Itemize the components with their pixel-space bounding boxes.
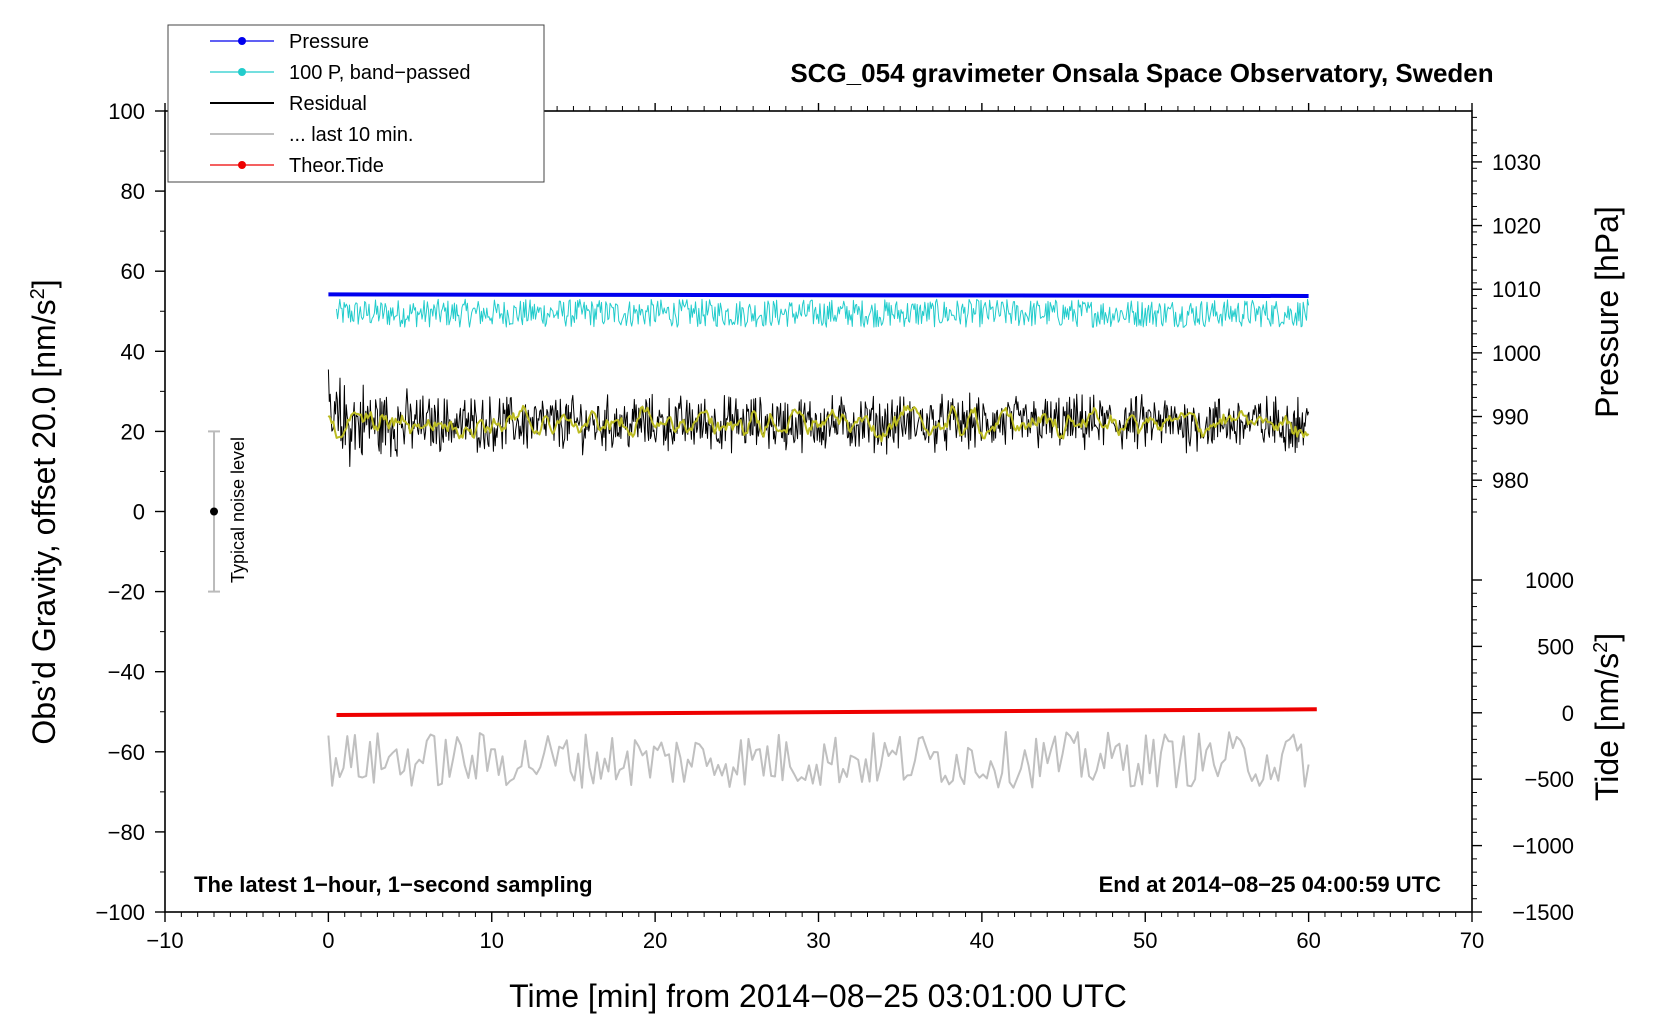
typical-noise-bar (208, 430, 221, 593)
x-tick-label: 10 (480, 928, 504, 953)
x-tick-label: 30 (806, 928, 830, 953)
x-tick-label: 50 (1133, 928, 1157, 953)
x-tick-label: 60 (1296, 928, 1320, 953)
legend-marker (238, 161, 246, 169)
y-axis-title-tide-sup: 2 (1590, 642, 1612, 653)
sampling-annotation: The latest 1−hour, 1−second sampling (194, 872, 593, 897)
y-axis-title-pressure: Pressure [hPa] (1589, 206, 1625, 418)
y-axis-title-left-sup: 2 (27, 288, 49, 299)
legend: Pressure 100 P, band−passed Residual ... la… (167, 24, 545, 183)
tide-tick-label: −1500 (1512, 900, 1574, 925)
y-axis-title-tide-main: Tide [nm/s (1589, 653, 1625, 801)
noise-bar-center (210, 507, 219, 516)
x-tick-label: 70 (1460, 928, 1484, 953)
x-tick-label: −10 (146, 928, 183, 953)
y-axis-title-left-main: Obs’d Gravity, offset 20.0 [nm/s (26, 299, 62, 744)
pressure-tick-label: 990 (1492, 405, 1529, 430)
y-tick-label: −100 (95, 900, 145, 925)
y-tick-label: 20 (121, 419, 145, 444)
tide-tick-label: 500 (1537, 634, 1574, 659)
pressure-tick-label: 1020 (1492, 214, 1541, 239)
x-axis-title: Time [min] from 2014−08−25 03:01:00 UTC (509, 978, 1127, 1014)
x-tick-label: 40 (970, 928, 994, 953)
plot-frame (164, 110, 1473, 913)
y-tick-label: 80 (121, 179, 145, 204)
legend-label: Theor.Tide (289, 155, 384, 177)
x-tick-label: 20 (643, 928, 667, 953)
axis-ticks: −10 0 10 20 30 40 50 60 70−100−80−60−40−20020406… (95, 99, 1574, 953)
tide-tick-label: 1000 (1525, 568, 1574, 593)
series-layer (327, 292, 1317, 789)
y-tick-label: −40 (108, 660, 145, 685)
y-axis-title-left-end: ] (26, 279, 62, 288)
tide-tick-label: −1000 (1512, 834, 1574, 859)
legend-label: Pressure (289, 31, 369, 53)
series-residual-smooth (327, 404, 1310, 443)
legend-label: ... last 10 min. (289, 124, 414, 146)
y-tick-label: 0 (133, 500, 145, 525)
series-residual (327, 369, 1310, 467)
tide-tick-label: −500 (1524, 767, 1574, 792)
legend-marker (238, 37, 246, 45)
legend-label: Residual (289, 93, 367, 115)
legend-label: 100 P, band−passed (289, 62, 470, 84)
pressure-tick-label: 1030 (1492, 150, 1541, 175)
noise-label: Typical noise level (228, 437, 248, 583)
y-tick-label: 40 (121, 339, 145, 364)
series-theor-tide (336, 707, 1317, 717)
y-tick-label: −60 (108, 740, 145, 765)
end-time-annotation: End at 2014−08−25 04:00:59 UTC (1099, 872, 1442, 897)
series-pressure (328, 292, 1309, 298)
tide-tick-label: 0 (1562, 701, 1574, 726)
y-axis-title-tide: Tide [nm/s2] (1589, 633, 1625, 801)
series-bandpassed (336, 298, 1310, 328)
pressure-tick-label: 980 (1492, 468, 1529, 493)
legend-marker (238, 68, 246, 76)
y-tick-label: 60 (121, 259, 145, 284)
y-axis-title-left: Obs’d Gravity, offset 20.0 [nm/s2] (26, 279, 62, 744)
series-last-10-min (327, 731, 1310, 789)
pressure-tick-label: 1000 (1492, 341, 1541, 366)
y-axis-title-tide-end: ] (1589, 633, 1625, 642)
y-tick-label: −80 (108, 820, 145, 845)
y-tick-label: 100 (108, 99, 145, 124)
pressure-tick-label: 1010 (1492, 277, 1541, 302)
y-tick-label: −20 (108, 580, 145, 605)
chart-title: SCG_054 gravimeter Onsala Space Observat… (790, 58, 1493, 88)
x-tick-label: 0 (322, 928, 334, 953)
